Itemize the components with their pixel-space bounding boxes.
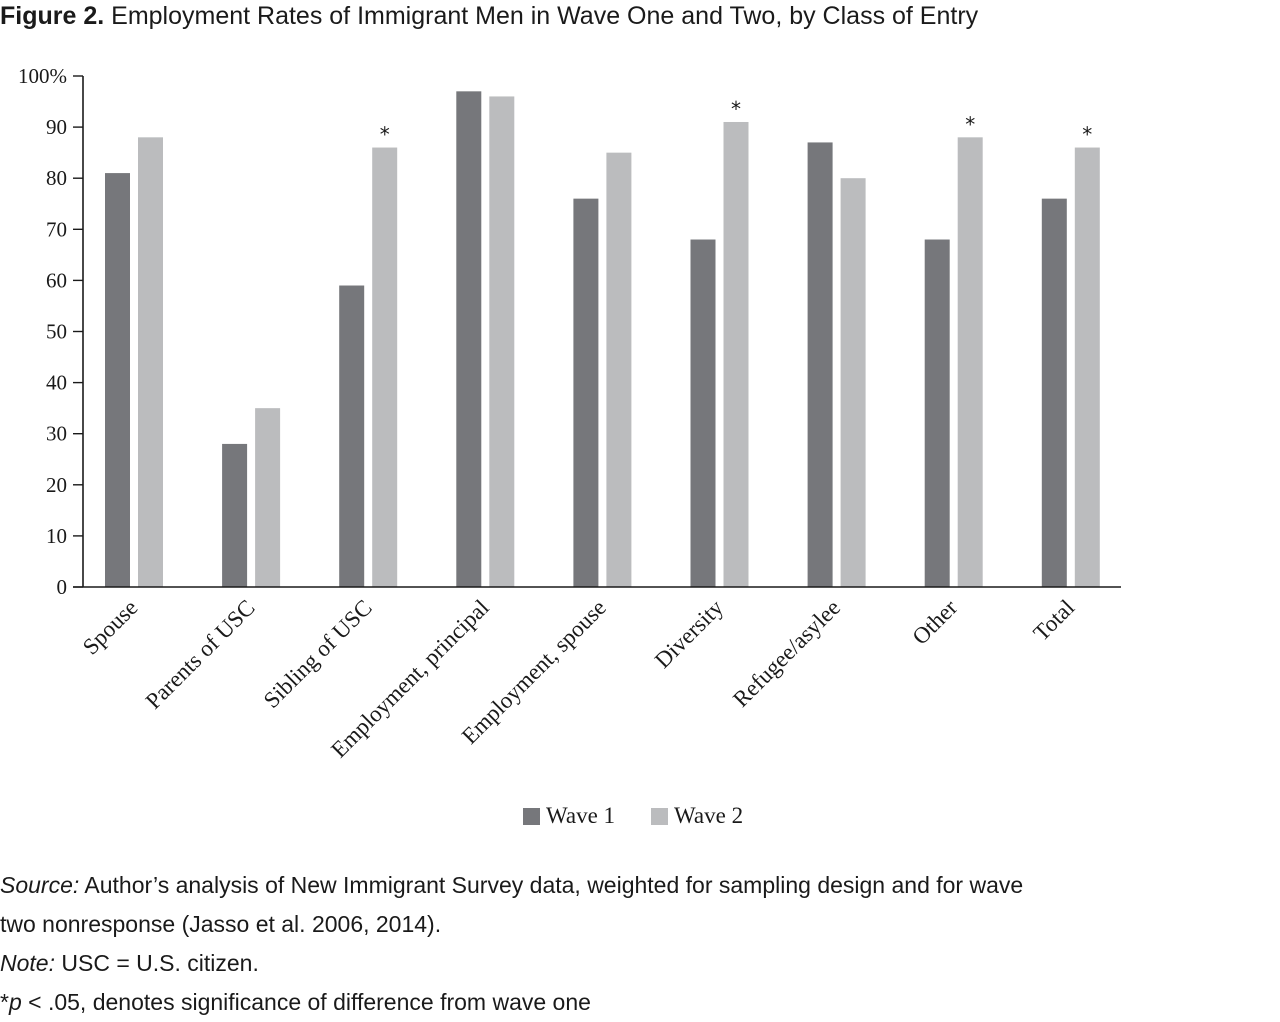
note-line: Note: USC = U.S. citizen.: [0, 944, 1280, 983]
bar-wave1-5: [690, 239, 716, 587]
bar-wave1-0: [105, 173, 130, 587]
significance-marker: *: [731, 97, 741, 121]
bars: * * * *: [105, 91, 1100, 588]
legend-swatch-wave2: [651, 807, 669, 825]
bar-wave2-2: [372, 147, 398, 588]
note-label: Note:: [0, 950, 55, 976]
bar-wave2-5: [723, 121, 749, 588]
x-tick-label: Parents of USC: [141, 595, 260, 714]
legend-label-wave1: Wave 1: [546, 803, 616, 828]
bar-wave1-4: [573, 198, 599, 587]
significance-text: < .05, denotes significance of differenc…: [21, 989, 591, 1015]
legend: Wave 1 Wave 2: [523, 803, 779, 829]
x-tick-label: Sibling of USC: [259, 595, 377, 713]
y-tick-label: 60: [46, 268, 67, 292]
bar-wave1-2: [339, 285, 365, 587]
y-tick-label: 10: [46, 524, 67, 548]
bar-wave2-8: [1074, 147, 1100, 588]
x-tick-label: Spouse: [78, 595, 143, 660]
significance-marker: *: [380, 123, 390, 147]
note-text: USC = U.S. citizen.: [54, 950, 259, 976]
significance-marker: *: [1082, 123, 1092, 147]
y-tick-label: 100%: [18, 64, 67, 88]
y-tick-label: 30: [46, 422, 67, 446]
y-tick-label: 40: [46, 371, 67, 395]
x-tick-label: Total: [1028, 595, 1079, 646]
bar-wave1-8: [1041, 198, 1067, 587]
source-text: Author’s analysis of New Immigrant Surve…: [79, 872, 1024, 898]
source-line: Source: Author’s analysis of New Immigra…: [0, 866, 1280, 905]
x-tick-label: Diversity: [650, 595, 729, 674]
figure-title-text: Employment Rates of Immigrant Men in Wav…: [111, 2, 979, 30]
bar-wave1-6: [807, 142, 833, 587]
source-label: Source:: [0, 872, 80, 898]
legend-swatch-wave1: [523, 807, 540, 825]
significance-p: p: [8, 989, 22, 1015]
bar-wave1-1: [222, 443, 248, 587]
figure-label: Figure 2.: [0, 2, 105, 30]
x-tick-label: Other: [908, 595, 963, 650]
bar-wave2-0: [138, 137, 163, 587]
legend-label-wave2: Wave 2: [674, 803, 744, 828]
bar-wave2-3: [489, 96, 515, 587]
y-tick-label: 80: [46, 166, 67, 190]
bar-wave1-7: [924, 239, 950, 587]
significance-marker: *: [965, 112, 975, 136]
figure-title: Figure 2. Employment Rates of Immigrant …: [0, 0, 978, 32]
y-tick-label: 70: [46, 217, 67, 241]
figure-footer: Source: Author’s analysis of New Immigra…: [0, 866, 1280, 1022]
x-tick-label: Refugee/asylee: [728, 595, 845, 712]
significance-note: *p < .05, denotes significance of differ…: [0, 983, 1280, 1022]
bar-wave2-1: [255, 408, 281, 587]
bar-wave1-3: [456, 91, 482, 587]
y-tick-label: 90: [46, 115, 67, 139]
bar-chart: 0 10 20 30 40 50 60 70 80 90 100% * * * * SpouseParen…: [18, 64, 1121, 762]
significance-star: *: [0, 989, 9, 1015]
source-line-2: two nonresponse (Jasso et al. 2006, 2014…: [0, 911, 442, 937]
y-axis: 0 10 20 30 40 50 60 70 80 90 100%: [18, 64, 84, 599]
bar-wave2-7: [957, 137, 983, 587]
y-tick-label: 0: [57, 575, 68, 599]
bar-wave2-4: [606, 152, 632, 587]
y-tick-label: 20: [46, 473, 67, 497]
legend-item-wave1: Wave 1: [523, 803, 615, 829]
legend-item-wave2: Wave 2: [651, 803, 743, 829]
y-tick-label: 50: [46, 320, 67, 344]
bar-wave2-6: [840, 178, 866, 587]
